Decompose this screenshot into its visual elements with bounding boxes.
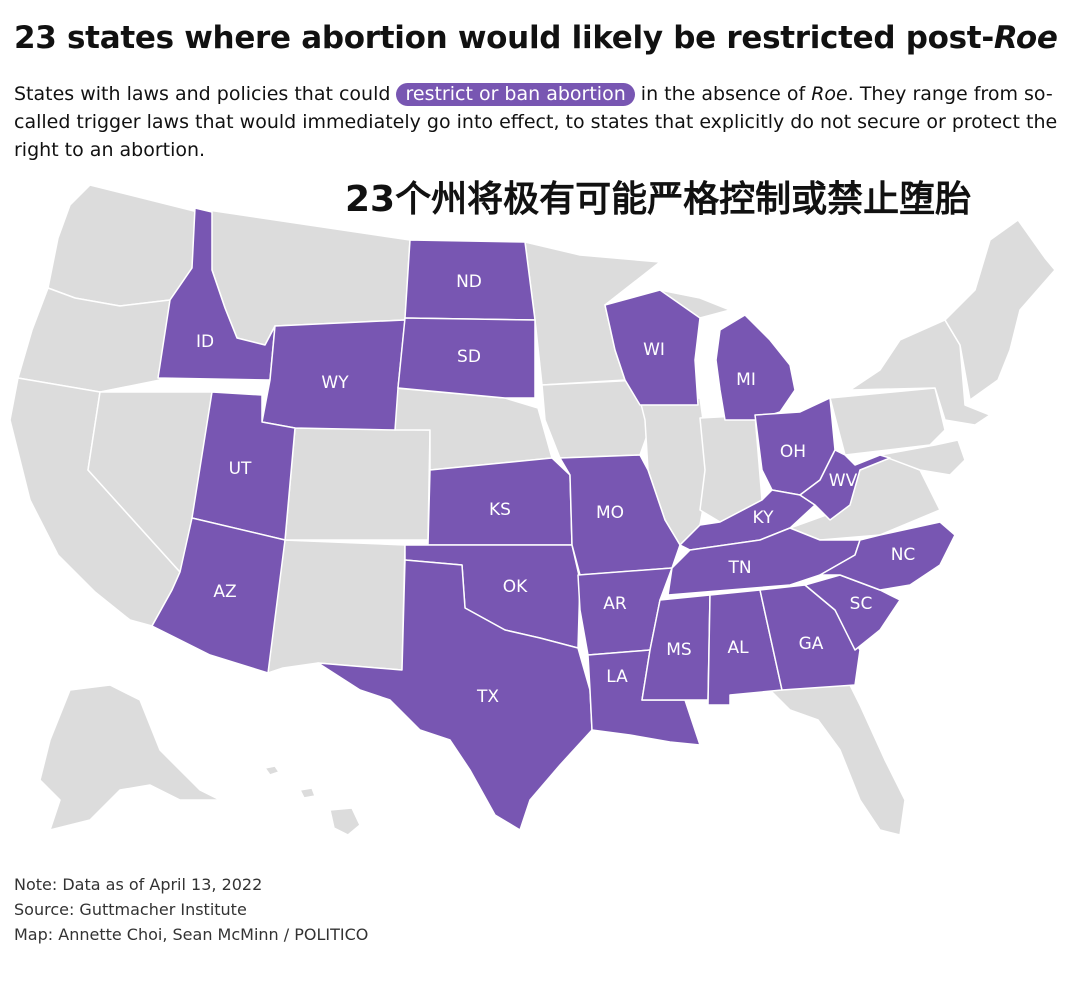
subtitle-after: . They range from so-called trigger laws… [14,83,1058,161]
chart-subtitle: States with laws and policies that could… [14,80,1066,164]
restricted-states [151,207,956,831]
state-label-nc: NC [891,545,916,565]
state-label-ky: KY [753,508,775,528]
state-label-la: LA [606,667,628,687]
state-MO [559,454,681,576]
state-label-al: AL [727,638,749,658]
state-label-wv: WV [829,471,858,491]
state-new-york [849,319,991,426]
state-label-nd: ND [456,272,482,292]
state-SD [397,317,536,399]
state-maryland-de-nj [879,439,966,476]
state-florida [769,684,906,836]
footer-notes: Note: Data as of April 13, 2022 Source: … [14,872,368,947]
subtitle-before: States with laws and policies that could [14,83,397,105]
state-colorado [284,427,431,541]
state-labels: ID WY UT AZ ND SD KS OK TX MO AR LA WI MI OH KY WV TN MS AL… [196,272,915,707]
non-restricted-states [9,184,1056,836]
us-map: ID WY UT AZ ND SD KS OK TX MO AR LA WI MI OH KY WV TN MS AL… [9,184,1056,836]
state-oregon [17,287,171,393]
state-NC [819,521,956,591]
state-label-ms: MS [666,640,691,660]
subtitle-middle: in the absence of [634,83,812,105]
title-italic: Roe [993,20,1058,56]
state-label-id: ID [196,332,214,352]
note-text: Note: Data as of April 13, 2022 [14,875,263,894]
state-new-mexico [267,539,406,674]
state-label-tn: TN [727,558,751,578]
title-text: 23 states where abortion would likely be… [14,20,994,56]
state-label-sd: SD [457,347,481,367]
state-pennsylvania [829,387,946,456]
state-label-ut: UT [229,459,252,479]
state-label-wi: WI [643,340,665,360]
state-new-england [944,219,1056,401]
state-washington [47,184,199,307]
state-label-ar: AR [603,594,627,614]
overlay-caption: 23个州将极有可能严格控制或禁止堕胎 [345,179,972,220]
highlight-pill: restrict or ban abortion [396,83,635,106]
state-alaska [39,684,221,831]
state-label-ks: KS [489,500,511,520]
state-AZ [151,517,286,674]
state-hawaii [264,765,361,836]
state-label-mo: MO [596,503,624,523]
state-label-oh: OH [780,442,806,462]
state-label-tx: TX [476,687,499,707]
state-label-mi: MI [736,370,756,390]
state-label-wy: WY [321,373,349,393]
source-text: Source: Guttmacher Institute [14,900,247,919]
state-WI [604,289,701,406]
state-label-ok: OK [503,577,528,597]
state-MI [715,314,796,421]
state-label-ga: GA [799,634,824,654]
subtitle-italic: Roe [811,83,848,105]
chart-title: 23 states where abortion would likely be… [14,20,1058,56]
credit-text: Map: Annette Choi, Sean McMinn / POLITIC… [14,925,369,944]
state-label-az: AZ [213,582,236,602]
state-label-sc: SC [850,594,873,614]
state-TX [317,559,593,831]
state-WV [799,449,891,521]
state-ID [157,207,276,381]
